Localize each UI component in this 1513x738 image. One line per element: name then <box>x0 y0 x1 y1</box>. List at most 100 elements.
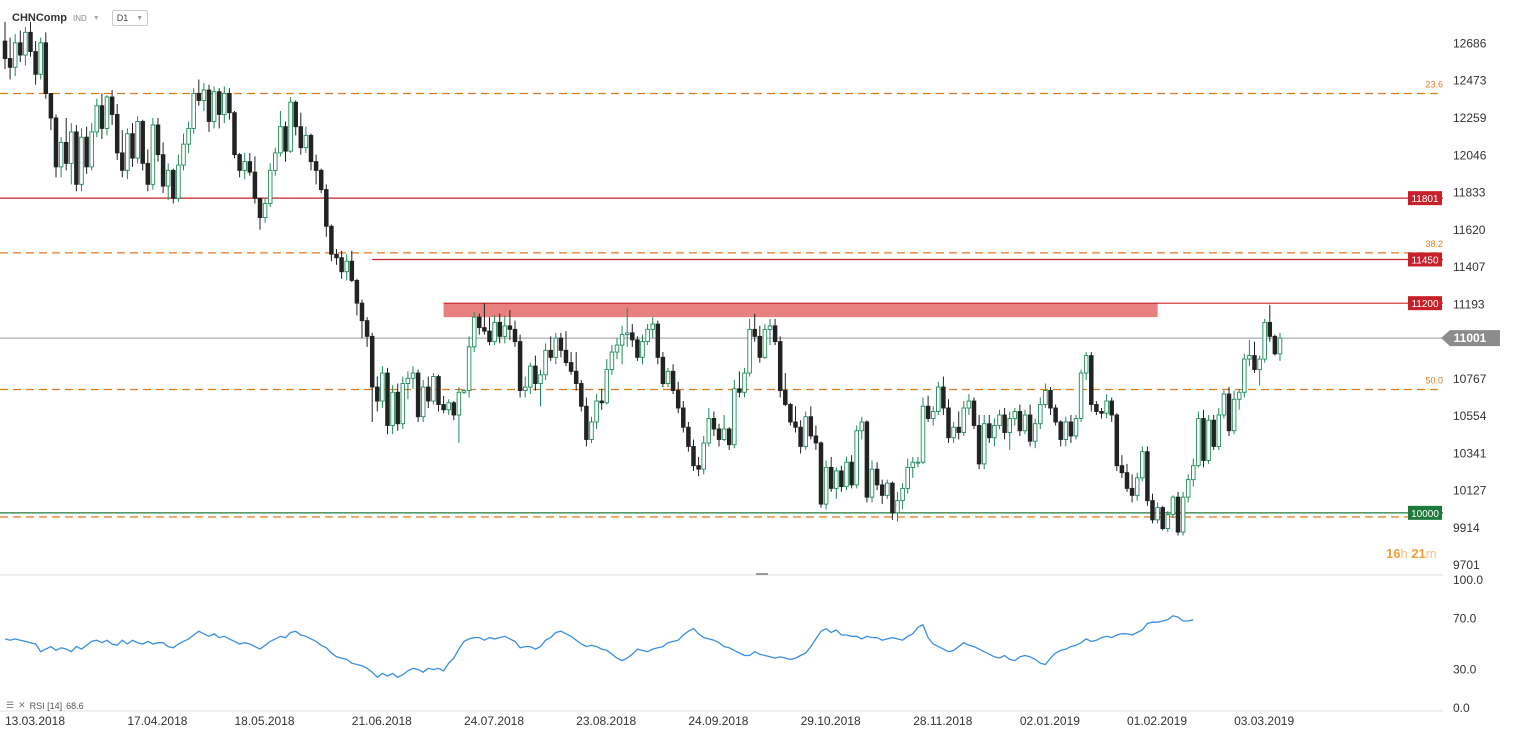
countdown-minutes: 21 <box>1411 546 1426 561</box>
candle-body <box>1027 414 1033 442</box>
menu-icon[interactable]: ☰ <box>6 700 15 710</box>
candle-body <box>951 426 956 439</box>
candle <box>313 154 319 185</box>
time-axis-tick: 29.10.2018 <box>801 714 861 728</box>
candle-body <box>726 428 732 446</box>
candle-body <box>1216 414 1222 447</box>
rsi-legend: ☰ ✕ RSI [14] 68.6 <box>6 700 84 711</box>
candle-body <box>400 383 406 425</box>
close-icon[interactable]: ✕ <box>18 700 26 710</box>
candle-body <box>1012 411 1018 419</box>
rsi-axis-tick: 0.0 <box>1453 701 1470 715</box>
candle-body <box>48 93 54 119</box>
candle <box>604 359 610 405</box>
rsi-label: RSI [14] <box>29 700 63 711</box>
candle-body <box>471 316 477 348</box>
candle <box>976 414 982 470</box>
symbol-label[interactable]: CHNComp <box>12 12 67 24</box>
candle-body <box>706 418 712 444</box>
candle-body <box>395 391 400 425</box>
candle-body <box>818 442 824 505</box>
candle <box>1002 408 1007 440</box>
candle <box>558 332 564 358</box>
candle <box>1155 502 1160 524</box>
level-tag <box>1408 296 1442 311</box>
candle <box>987 414 992 443</box>
candle-body <box>1032 423 1038 442</box>
candle <box>1027 404 1033 447</box>
price-axis-tick: 9914 <box>1453 521 1480 535</box>
candle <box>538 369 543 407</box>
candle-body <box>1267 321 1273 337</box>
candle <box>267 163 273 208</box>
candle-body <box>823 466 829 505</box>
candle-body <box>125 133 130 171</box>
timeframe-select[interactable]: D1 ▼ <box>111 10 149 26</box>
candle-body <box>696 465 701 470</box>
candle <box>517 334 523 398</box>
candle-body <box>961 407 967 433</box>
candle <box>726 427 732 450</box>
candle <box>584 397 589 447</box>
candle <box>426 376 431 409</box>
candle <box>706 408 712 447</box>
candle-body <box>150 124 156 185</box>
candle-body <box>992 425 997 439</box>
candle <box>278 110 283 157</box>
candle-body <box>563 349 569 364</box>
candle <box>528 362 533 395</box>
candle <box>1175 491 1181 536</box>
candle-body <box>53 117 59 168</box>
candle <box>23 27 28 66</box>
candle <box>48 93 54 131</box>
candle <box>369 332 375 422</box>
candle-body <box>165 169 171 187</box>
candle <box>716 423 722 447</box>
resistance-zone <box>443 303 1158 318</box>
candle <box>288 96 293 153</box>
candle-body <box>635 339 640 358</box>
candle <box>482 303 487 335</box>
candle <box>385 367 390 435</box>
candle <box>237 152 242 178</box>
candle-body <box>762 328 768 358</box>
price-axis-tick: 11193 <box>1453 297 1485 311</box>
candle <box>400 376 406 429</box>
candle <box>533 355 538 391</box>
candle <box>359 299 365 339</box>
candle <box>492 315 497 346</box>
candle-body <box>1262 321 1267 360</box>
candle <box>1272 334 1278 356</box>
candle-body <box>737 388 742 393</box>
candle <box>742 367 747 398</box>
candle <box>614 338 620 360</box>
candle <box>1252 341 1257 374</box>
candle-body <box>1221 393 1227 416</box>
candle-body <box>2 40 8 59</box>
candle <box>380 366 385 409</box>
candle <box>936 381 941 415</box>
candle <box>1196 411 1201 468</box>
time-axis-tick: 23.08.2018 <box>576 714 636 728</box>
candle-body <box>828 466 834 489</box>
price-axis-tick: 10341 <box>1453 446 1487 460</box>
candle-body <box>1231 398 1237 432</box>
candle-body <box>604 369 610 404</box>
candle-body <box>1068 421 1074 437</box>
candle <box>196 79 202 106</box>
chevron-down-icon[interactable]: ▼ <box>92 14 100 22</box>
candle <box>1083 352 1089 381</box>
candle <box>487 317 492 346</box>
candle <box>446 399 451 415</box>
candle-body <box>879 484 885 496</box>
time-axis-tick: 01.02.2019 <box>1127 714 1187 728</box>
candle <box>135 116 140 164</box>
candle-body <box>966 400 972 409</box>
candle-body <box>1104 400 1109 414</box>
candle <box>624 308 630 347</box>
candle <box>793 406 798 433</box>
candle-body <box>120 152 125 171</box>
candle <box>84 126 89 174</box>
candle-body <box>650 323 655 330</box>
